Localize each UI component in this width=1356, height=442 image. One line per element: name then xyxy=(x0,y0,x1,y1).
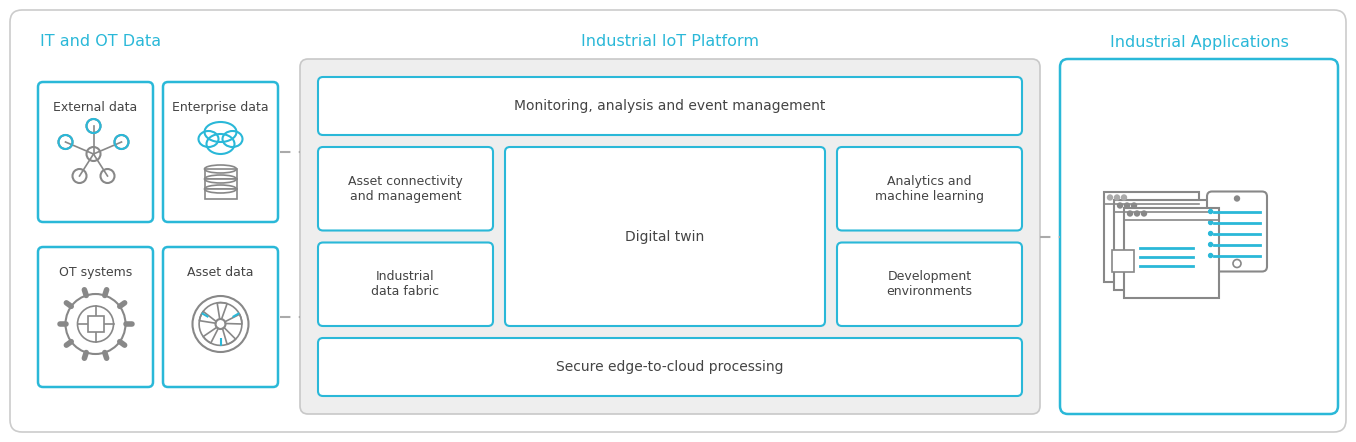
Circle shape xyxy=(1131,203,1136,208)
FancyBboxPatch shape xyxy=(1060,59,1338,414)
Circle shape xyxy=(1208,243,1212,247)
Text: IT and OT Data: IT and OT Data xyxy=(39,34,161,50)
Text: Asset data: Asset data xyxy=(187,266,254,279)
FancyBboxPatch shape xyxy=(837,243,1022,326)
FancyBboxPatch shape xyxy=(300,59,1040,414)
FancyBboxPatch shape xyxy=(319,243,494,326)
FancyBboxPatch shape xyxy=(205,169,236,179)
Text: Industrial
data fabric: Industrial data fabric xyxy=(372,270,439,298)
Text: Industrial Applications: Industrial Applications xyxy=(1109,34,1288,50)
Circle shape xyxy=(1208,254,1212,258)
Text: Asset connectivity
and management: Asset connectivity and management xyxy=(348,175,462,203)
Circle shape xyxy=(1121,195,1127,200)
Text: Secure edge-to-cloud processing: Secure edge-to-cloud processing xyxy=(556,360,784,374)
Circle shape xyxy=(1127,211,1132,216)
FancyBboxPatch shape xyxy=(504,147,824,326)
FancyBboxPatch shape xyxy=(319,147,494,230)
Circle shape xyxy=(1124,203,1130,208)
FancyBboxPatch shape xyxy=(837,147,1022,230)
Circle shape xyxy=(1142,211,1147,216)
FancyBboxPatch shape xyxy=(38,82,153,222)
FancyBboxPatch shape xyxy=(205,179,236,189)
Text: Monitoring, analysis and event management: Monitoring, analysis and event managemen… xyxy=(514,99,826,113)
FancyBboxPatch shape xyxy=(88,316,103,332)
Circle shape xyxy=(1234,196,1239,201)
Text: External data: External data xyxy=(53,101,137,114)
Text: Digital twin: Digital twin xyxy=(625,229,705,244)
FancyBboxPatch shape xyxy=(205,189,236,199)
Text: OT systems: OT systems xyxy=(58,266,132,279)
FancyBboxPatch shape xyxy=(319,338,1022,396)
FancyBboxPatch shape xyxy=(38,247,153,387)
FancyBboxPatch shape xyxy=(1112,249,1134,271)
FancyBboxPatch shape xyxy=(1207,191,1267,271)
Text: Enterprise data: Enterprise data xyxy=(172,101,268,114)
FancyBboxPatch shape xyxy=(9,10,1347,432)
Circle shape xyxy=(1115,195,1120,200)
Circle shape xyxy=(1208,232,1212,236)
Circle shape xyxy=(1208,221,1212,225)
Text: Development
environments: Development environments xyxy=(887,270,972,298)
Circle shape xyxy=(1117,203,1123,208)
Circle shape xyxy=(1108,195,1112,200)
FancyBboxPatch shape xyxy=(1115,199,1210,290)
Text: Analytics and
machine learning: Analytics and machine learning xyxy=(875,175,984,203)
FancyBboxPatch shape xyxy=(163,82,278,222)
FancyBboxPatch shape xyxy=(163,247,278,387)
Text: Industrial IoT Platform: Industrial IoT Platform xyxy=(580,34,759,50)
FancyBboxPatch shape xyxy=(1104,191,1199,282)
FancyBboxPatch shape xyxy=(1124,207,1219,297)
FancyBboxPatch shape xyxy=(319,77,1022,135)
Circle shape xyxy=(1135,211,1139,216)
Circle shape xyxy=(1208,210,1212,213)
